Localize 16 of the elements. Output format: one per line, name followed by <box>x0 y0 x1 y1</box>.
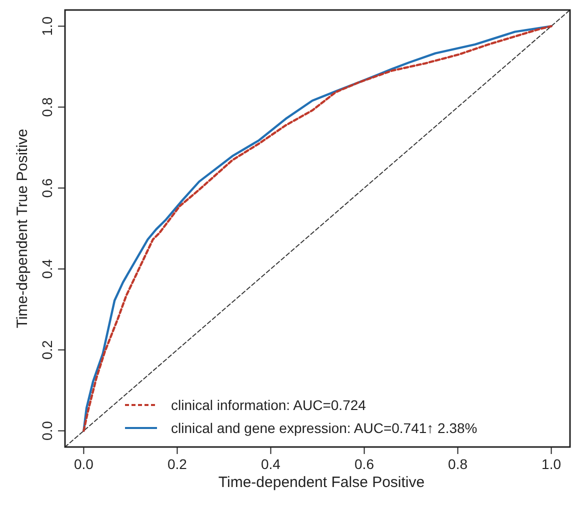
y-tick-label: 1.0 <box>39 16 55 36</box>
y-tick-label: 0.4 <box>39 259 55 279</box>
legend-label: clinical and gene expression: AUC=0.741↑ 2.38% <box>171 420 478 436</box>
y-tick-label: 0.0 <box>39 420 55 441</box>
y-axis-title: Time-dependent True Positive <box>14 128 31 328</box>
y-tick-label: 0.6 <box>39 178 55 198</box>
x-tick-label: 0.8 <box>448 456 468 472</box>
x-tick-label: 0.2 <box>167 456 188 472</box>
x-tick-label: 0.4 <box>261 456 281 472</box>
y-tick-label: 0.8 <box>39 97 55 117</box>
legend-label: clinical information: AUC=0.724 <box>171 397 366 413</box>
x-tick-label: 0.0 <box>74 456 94 472</box>
y-tick-label: 0.2 <box>39 340 55 360</box>
x-tick-label: 0.6 <box>354 456 374 472</box>
x-tick-label: 1.0 <box>542 456 562 472</box>
x-axis-title: Time-dependent False Positive <box>218 474 425 491</box>
